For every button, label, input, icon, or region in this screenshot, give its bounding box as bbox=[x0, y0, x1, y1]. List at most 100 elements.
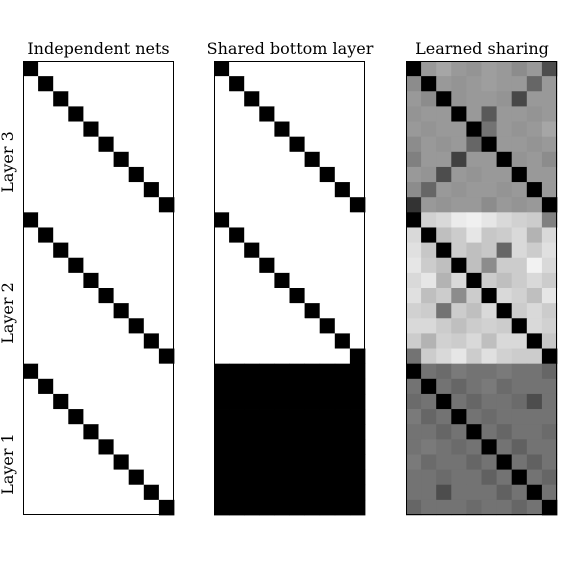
shared-cell-r13-c1 bbox=[229, 257, 245, 274]
shared-cell-r15-c4 bbox=[274, 288, 290, 304]
shared-cell-r17-c8 bbox=[334, 318, 351, 334]
independent-cell-r16-c4 bbox=[83, 303, 99, 319]
shared-cell-r29-c2 bbox=[244, 499, 260, 516]
independent-cell-r20-c9 bbox=[158, 363, 175, 380]
shared-cell-r28-c2 bbox=[244, 484, 260, 501]
independent-cell-r3-c8 bbox=[143, 106, 160, 122]
independent-cell-r19-c1 bbox=[38, 348, 54, 365]
shared-cell-r19-c6 bbox=[304, 348, 321, 365]
learned-cell-r24-c1 bbox=[421, 424, 437, 440]
independent-cell-r23-c6 bbox=[113, 409, 130, 425]
independent-cell-r28-c9 bbox=[158, 484, 175, 501]
independent-cell-r14-c0 bbox=[23, 272, 39, 289]
shared-cell-r1-c9 bbox=[349, 76, 366, 92]
independent-cell-r29-c2 bbox=[53, 499, 69, 516]
shared-cell-r29-c4 bbox=[274, 499, 290, 516]
independent-cell-r13-c2 bbox=[53, 257, 69, 274]
shared-cell-r12-c6 bbox=[304, 242, 321, 259]
independent-cell-r8-c4 bbox=[83, 182, 99, 198]
learned-cell-r3-c8 bbox=[526, 106, 543, 122]
independent-cell-r5-c1 bbox=[38, 136, 54, 153]
learned-cell-r9-c6 bbox=[496, 197, 513, 213]
independent-cell-r21-c3 bbox=[68, 378, 84, 395]
independent-cell-r24-c2 bbox=[53, 424, 69, 440]
independent-cell-r11-c0 bbox=[23, 227, 39, 243]
shared-cell-r29-c7 bbox=[319, 499, 336, 516]
independent-cell-r15-c8 bbox=[143, 288, 160, 304]
learned-cell-r16-c2 bbox=[436, 303, 452, 319]
learned-cell-r4-c3 bbox=[451, 121, 467, 138]
shared-cell-r26-c4 bbox=[274, 454, 290, 470]
independent-cell-r3-c1 bbox=[38, 106, 54, 122]
independent-cell-r6-c3 bbox=[68, 151, 84, 168]
shared-cell-r29-c5 bbox=[289, 499, 305, 516]
learned-cell-r6-c8 bbox=[526, 151, 543, 168]
shared-cell-r4-c4 bbox=[274, 121, 290, 138]
independent-cell-r13-c4 bbox=[83, 257, 99, 274]
shared-cell-r20-c2 bbox=[244, 363, 260, 380]
shared-cell-r1-c1 bbox=[229, 76, 245, 92]
shared-cell-r19-c5 bbox=[289, 348, 305, 365]
independent-cell-r17-c5 bbox=[98, 318, 114, 334]
learned-cell-r6-c5 bbox=[481, 151, 497, 168]
independent-cell-r18-c4 bbox=[83, 333, 99, 349]
independent-cell-r19-c6 bbox=[113, 348, 130, 365]
shared-cell-r5-c3 bbox=[259, 136, 275, 153]
shared-cell-r2-c3 bbox=[259, 91, 275, 107]
independent-cell-r27-c2 bbox=[53, 469, 69, 486]
independent-cell-r29-c4 bbox=[83, 499, 99, 516]
panel-shared bbox=[214, 61, 366, 516]
independent-frame bbox=[23, 61, 174, 515]
independent-cell-r4-c2 bbox=[53, 121, 69, 138]
learned-cell-r26-c4 bbox=[466, 454, 482, 470]
independent-cell-r8-c3 bbox=[68, 182, 84, 198]
learned-cell-r1-c1 bbox=[421, 76, 437, 92]
label-layer-2: Layer 2 bbox=[0, 282, 17, 344]
learned-cell-r3-c4 bbox=[466, 106, 482, 122]
independent-cell-r9-c7 bbox=[128, 197, 145, 213]
learned-cell-r8-c1 bbox=[421, 182, 437, 198]
independent-cell-r3-c5 bbox=[98, 106, 114, 122]
independent-cell-r25-c0 bbox=[23, 439, 39, 455]
independent-cell-r6-c2 bbox=[53, 151, 69, 168]
learned-cell-r23-c3 bbox=[451, 409, 467, 425]
learned-cell-r20-c4 bbox=[466, 363, 482, 380]
independent-cell-r9-c9 bbox=[158, 197, 175, 213]
shared-cell-r16-c4 bbox=[274, 303, 290, 319]
learned-cell-r29-c5 bbox=[481, 499, 497, 516]
independent-cell-r8-c2 bbox=[53, 182, 69, 198]
independent-cell-r4-c1 bbox=[38, 121, 54, 138]
shared-cell-r26-c3 bbox=[259, 454, 275, 470]
shared-cell-r8-c8 bbox=[334, 182, 351, 198]
independent-cell-r27-c3 bbox=[68, 469, 84, 486]
learned-cell-r29-c8 bbox=[526, 499, 543, 516]
shared-cell-r12-c8 bbox=[334, 242, 351, 259]
shared-cell-r24-c2 bbox=[244, 424, 260, 440]
learned-cell-r17-c1 bbox=[421, 318, 437, 334]
independent-cell-r2-c7 bbox=[128, 91, 145, 107]
shared-cell-r18-c0 bbox=[214, 333, 230, 349]
learned-cell-r5-c8 bbox=[526, 136, 543, 153]
independent-cell-r26-c8 bbox=[143, 454, 160, 470]
independent-cell-r25-c1 bbox=[38, 439, 54, 455]
learned-cell-r7-c8 bbox=[526, 166, 543, 183]
independent-cell-r3-c6 bbox=[113, 106, 130, 122]
shared-cell-r14-c4 bbox=[274, 272, 290, 289]
shared-cell-r2-c1 bbox=[229, 91, 245, 107]
learned-cell-r3-c7 bbox=[511, 106, 528, 122]
independent-cell-r24-c6 bbox=[113, 424, 130, 440]
learned-cell-r24-c3 bbox=[451, 424, 467, 440]
shared-cell-r21-c4 bbox=[274, 378, 290, 395]
independent-cell-r22-c7 bbox=[128, 393, 145, 410]
independent-cell-r15-c1 bbox=[38, 288, 54, 304]
independent-cell-r16-c6 bbox=[113, 303, 130, 319]
shared-cell-r19-c4 bbox=[274, 348, 290, 365]
shared-cell-r27-c1 bbox=[229, 469, 245, 486]
learned-cell-r15-c3 bbox=[451, 288, 467, 304]
learned-cell-r26-c6 bbox=[496, 454, 513, 470]
learned-cell-r10-c8 bbox=[526, 212, 543, 228]
learned-cell-r14-c6 bbox=[496, 272, 513, 289]
learned-cell-r29-c1 bbox=[421, 499, 437, 516]
independent-cell-r20-c8 bbox=[143, 363, 160, 380]
shared-cell-r14-c7 bbox=[319, 272, 336, 289]
